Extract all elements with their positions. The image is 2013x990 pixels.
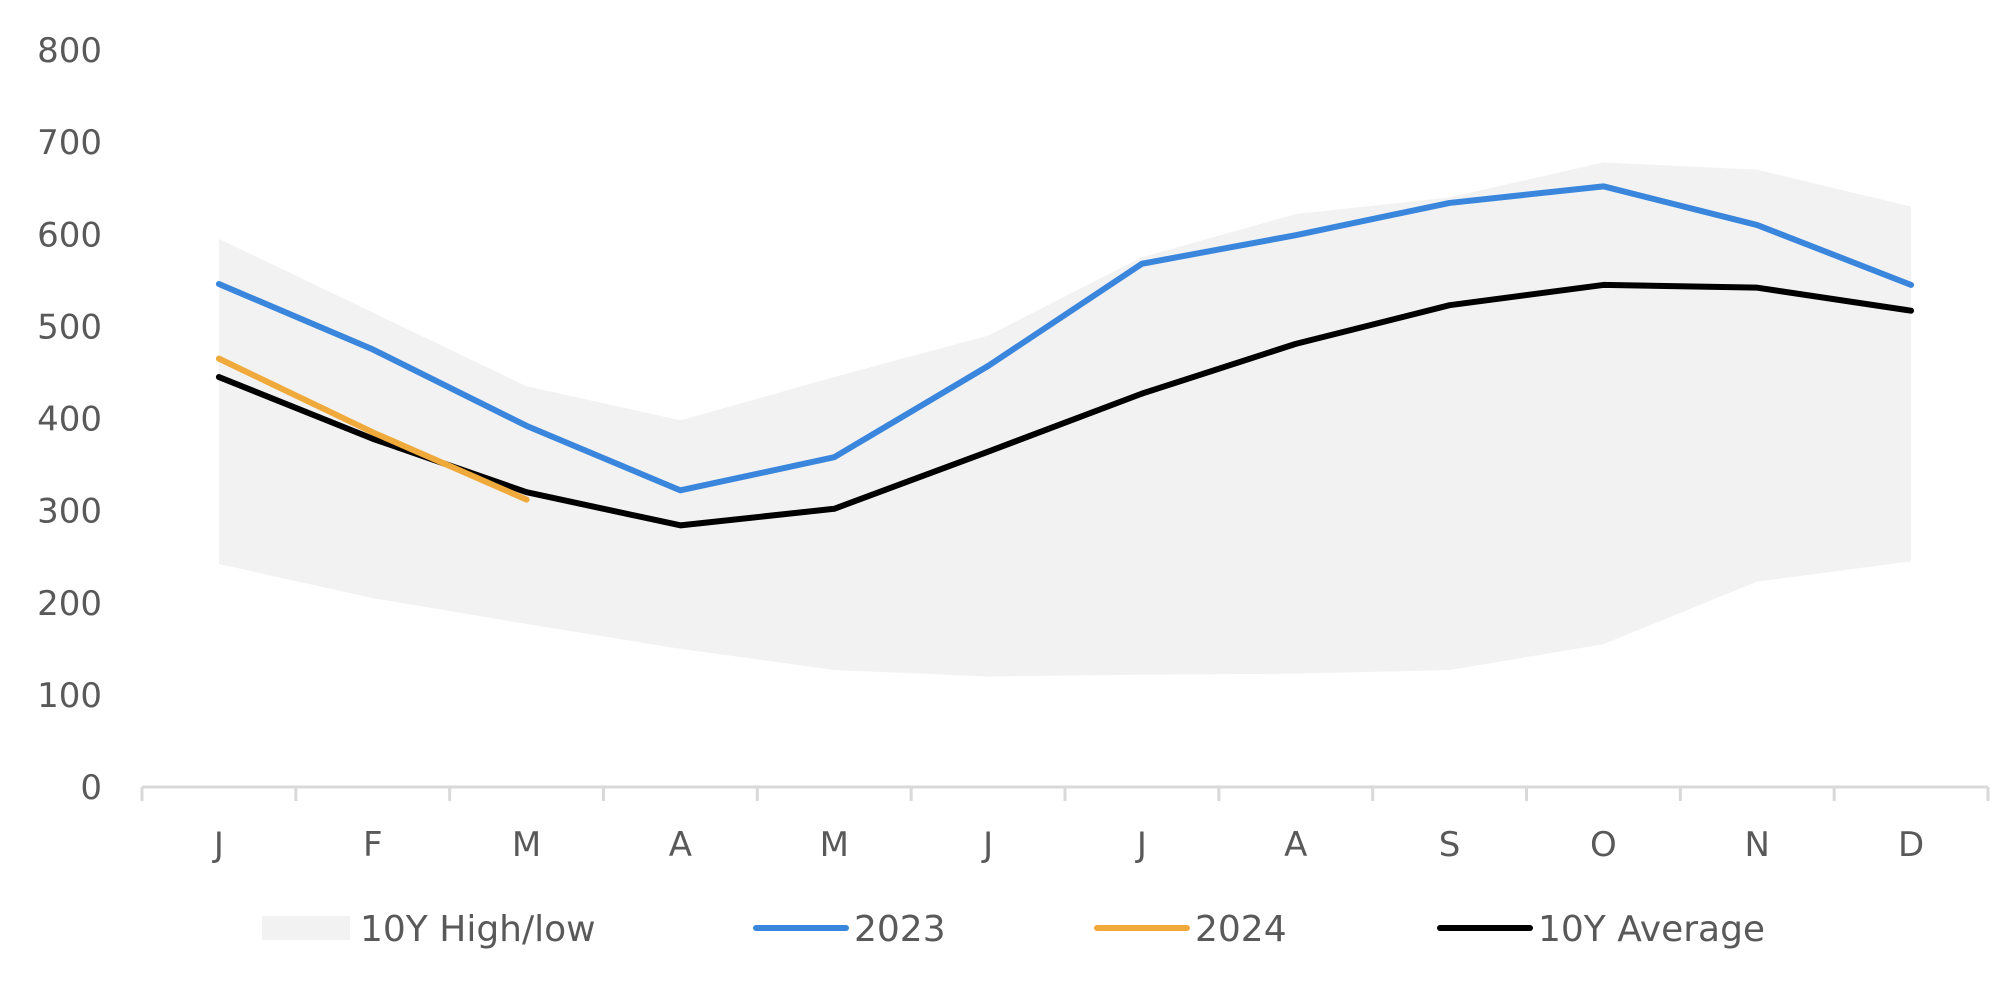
high-low-band-layer [218, 162, 1912, 677]
series-lines [215, 183, 1915, 529]
x-tick-label: O [1590, 825, 1617, 865]
x-tick-label: A [669, 825, 692, 865]
y-tick-label: 300 [37, 492, 102, 532]
x-tick-label: J [1135, 825, 1147, 865]
series-line-2024 [215, 355, 530, 503]
x-tick-label: J [212, 825, 224, 865]
x-tick-label: N [1745, 825, 1770, 865]
high-low-band [218, 162, 1912, 677]
y-axis-tick-labels: 0 100 200 300 400 500 600 700 800 [37, 31, 102, 808]
x-tick-label: M [820, 825, 849, 865]
y-tick-label: 800 [37, 31, 102, 71]
y-tick-label: 0 [80, 768, 102, 808]
x-tick-label: D [1898, 825, 1924, 865]
x-tick-label: M [512, 825, 541, 865]
y-tick-label: 500 [37, 307, 102, 347]
legend-label-10y-average: 10Y Average [1538, 909, 1765, 950]
y-tick-label: 100 [37, 676, 102, 716]
x-tick-label: A [1284, 825, 1307, 865]
series-line-10y-average [215, 281, 1915, 529]
legend-label-2024: 2024 [1195, 909, 1287, 950]
series-line-2023 [215, 183, 1915, 494]
x-tick-label: F [363, 825, 383, 865]
y-tick-label: 400 [37, 400, 102, 440]
y-tick-label: 700 [37, 123, 102, 163]
legend-swatch-band [262, 916, 350, 940]
y-tick-label: 200 [37, 584, 102, 624]
x-axis [140, 785, 1990, 801]
x-tick-label: J [981, 825, 993, 865]
legend: 10Y High/low 2023 2024 10Y Average [262, 909, 1765, 950]
legend-label-2023: 2023 [854, 909, 946, 950]
x-tick-label: S [1439, 825, 1461, 865]
y-tick-label: 600 [37, 215, 102, 255]
legend-label-band: 10Y High/low [360, 909, 596, 950]
